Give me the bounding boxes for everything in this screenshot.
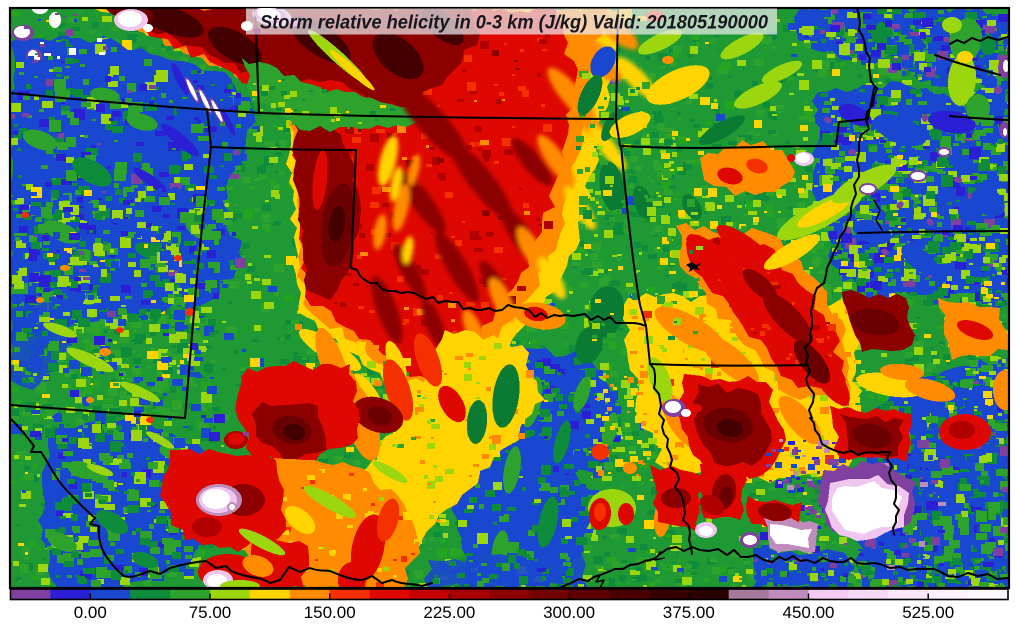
svg-text:75.00: 75.00 bbox=[189, 603, 232, 622]
svg-text:450.00: 450.00 bbox=[783, 603, 835, 622]
svg-text:300.00: 300.00 bbox=[543, 603, 595, 622]
svg-text:150.00: 150.00 bbox=[304, 603, 356, 622]
svg-text:525.00: 525.00 bbox=[902, 603, 954, 622]
svg-text:375.00: 375.00 bbox=[663, 603, 715, 622]
svg-text:225.00: 225.00 bbox=[423, 603, 475, 622]
svg-text:Storm relative helicity in 0-3: Storm relative helicity in 0-3 km (J/kg)… bbox=[260, 13, 768, 34]
svg-text:0.00: 0.00 bbox=[74, 603, 107, 622]
